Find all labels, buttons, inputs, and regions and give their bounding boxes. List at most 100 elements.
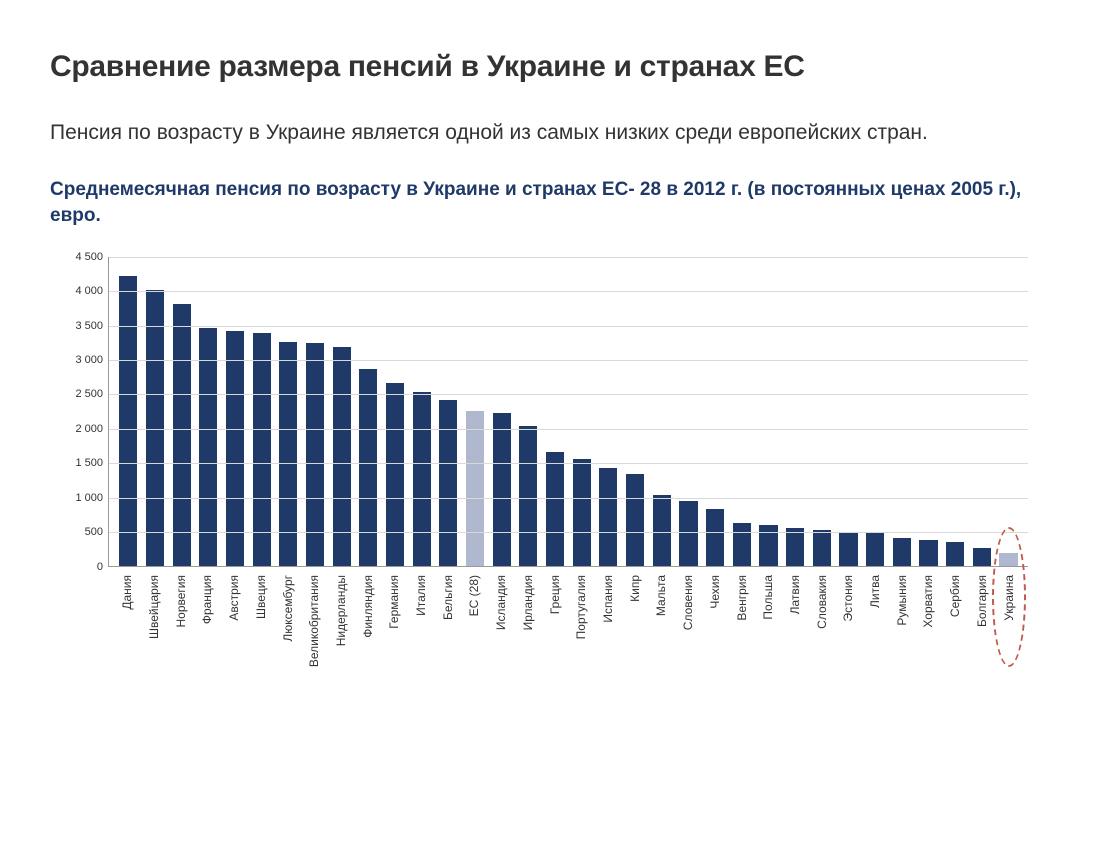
bar bbox=[573, 459, 591, 566]
gridline bbox=[109, 326, 1028, 327]
x-axis-label: Великобритания bbox=[307, 575, 321, 667]
x-axis-label: Венгрия bbox=[735, 575, 749, 621]
x-axis-label: ЕС (28) bbox=[467, 575, 481, 616]
x-axis-label: Мальта bbox=[654, 575, 668, 616]
x-axis-label: Кипр bbox=[628, 575, 642, 602]
chart-subtitle: Среднемесячная пенсия по возрасту в Укра… bbox=[50, 177, 1050, 228]
bars-container bbox=[109, 257, 1028, 566]
x-axis-label: Эстония bbox=[841, 575, 855, 622]
x-axis-label: Латвия bbox=[788, 575, 802, 614]
x-axis-label: Бельгия bbox=[441, 575, 455, 620]
y-tick-label: 2 000 bbox=[75, 423, 103, 435]
gridline bbox=[109, 360, 1028, 361]
gridline bbox=[109, 463, 1028, 464]
bar-slot bbox=[328, 257, 355, 566]
gridline bbox=[109, 257, 1028, 258]
bar bbox=[493, 413, 511, 566]
x-axis-label: Германия bbox=[387, 575, 401, 629]
x-axis-label: Хорватия bbox=[921, 575, 935, 628]
bar bbox=[146, 290, 164, 566]
x-axis-label: Швейцария bbox=[147, 575, 161, 639]
bar-slot bbox=[915, 257, 942, 566]
bar bbox=[119, 276, 137, 565]
bar-slot bbox=[302, 257, 329, 566]
y-tick-label: 0 bbox=[97, 561, 103, 573]
gridline bbox=[109, 394, 1028, 395]
bar-slot bbox=[515, 257, 542, 566]
x-axis-label: Швеция bbox=[254, 575, 268, 619]
x-axis-label: Болгария bbox=[975, 575, 989, 627]
x-axis-label: Словакия bbox=[815, 575, 829, 629]
bar bbox=[893, 538, 911, 566]
bar-slot bbox=[568, 257, 595, 566]
bar bbox=[866, 533, 884, 565]
bar-slot bbox=[168, 257, 195, 566]
x-axis-label: Нидерланды bbox=[334, 575, 348, 646]
bar-slot bbox=[728, 257, 755, 566]
bar bbox=[359, 369, 377, 565]
bar bbox=[973, 548, 991, 565]
bar-slot bbox=[275, 257, 302, 566]
bar-slot bbox=[195, 257, 222, 566]
bar-slot bbox=[488, 257, 515, 566]
bar-slot bbox=[435, 257, 462, 566]
bar bbox=[466, 411, 484, 566]
y-tick-label: 1 000 bbox=[75, 492, 103, 504]
bar-slot bbox=[808, 257, 835, 566]
bar bbox=[519, 426, 537, 565]
bar bbox=[626, 474, 644, 566]
bar-slot bbox=[542, 257, 569, 566]
bar-slot bbox=[648, 257, 675, 566]
gridline bbox=[109, 429, 1028, 430]
gridline bbox=[109, 498, 1028, 499]
x-axis-label: Финляндия bbox=[361, 575, 375, 638]
x-axis-label: Исландия bbox=[494, 575, 508, 630]
bar-slot bbox=[382, 257, 409, 566]
y-tick-label: 3 000 bbox=[75, 354, 103, 366]
bar-slot bbox=[675, 257, 702, 566]
bar bbox=[999, 553, 1017, 565]
gridline bbox=[109, 291, 1028, 292]
bar-slot bbox=[702, 257, 729, 566]
bar-slot bbox=[595, 257, 622, 566]
x-axis-label: Италия bbox=[414, 575, 428, 616]
x-axis-label: Сербия bbox=[948, 575, 962, 617]
bar-slot bbox=[115, 257, 142, 566]
x-axis-label: Испания bbox=[601, 575, 615, 623]
bar bbox=[679, 501, 697, 566]
bar-slot bbox=[969, 257, 996, 566]
bar-slot bbox=[888, 257, 915, 566]
gridline bbox=[109, 532, 1028, 533]
bar-slot bbox=[355, 257, 382, 566]
x-axis-label: Греция bbox=[548, 575, 562, 614]
bar bbox=[733, 523, 751, 566]
x-axis-label: Люксембург bbox=[281, 575, 295, 642]
bar bbox=[759, 525, 777, 566]
bar bbox=[653, 495, 671, 565]
x-axis-label: Португалия bbox=[574, 575, 588, 639]
bar bbox=[413, 392, 431, 566]
page-title: Сравнение размера пенсий в Украине и стр… bbox=[50, 50, 1050, 84]
bar bbox=[706, 509, 724, 565]
bar-slot bbox=[995, 257, 1022, 566]
bar bbox=[546, 452, 564, 566]
bar-slot bbox=[622, 257, 649, 566]
y-tick-label: 4 000 bbox=[75, 285, 103, 297]
y-tick-label: 1 500 bbox=[75, 457, 103, 469]
bar bbox=[786, 528, 804, 565]
bar bbox=[226, 331, 244, 565]
bar-slot bbox=[862, 257, 889, 566]
bar-slot bbox=[462, 257, 489, 566]
x-axis-label: Австрия bbox=[227, 575, 241, 621]
y-tick-label: 4 500 bbox=[75, 251, 103, 263]
bar bbox=[253, 333, 271, 566]
x-axis-label: Дания bbox=[120, 575, 134, 610]
x-axis-label: Ирландия bbox=[521, 575, 535, 630]
bar-slot bbox=[835, 257, 862, 566]
bar-slot bbox=[408, 257, 435, 566]
bar bbox=[173, 304, 191, 566]
bar bbox=[199, 328, 217, 566]
x-axis-label: Польша bbox=[761, 575, 775, 620]
bar-slot bbox=[222, 257, 249, 566]
bar bbox=[386, 383, 404, 566]
